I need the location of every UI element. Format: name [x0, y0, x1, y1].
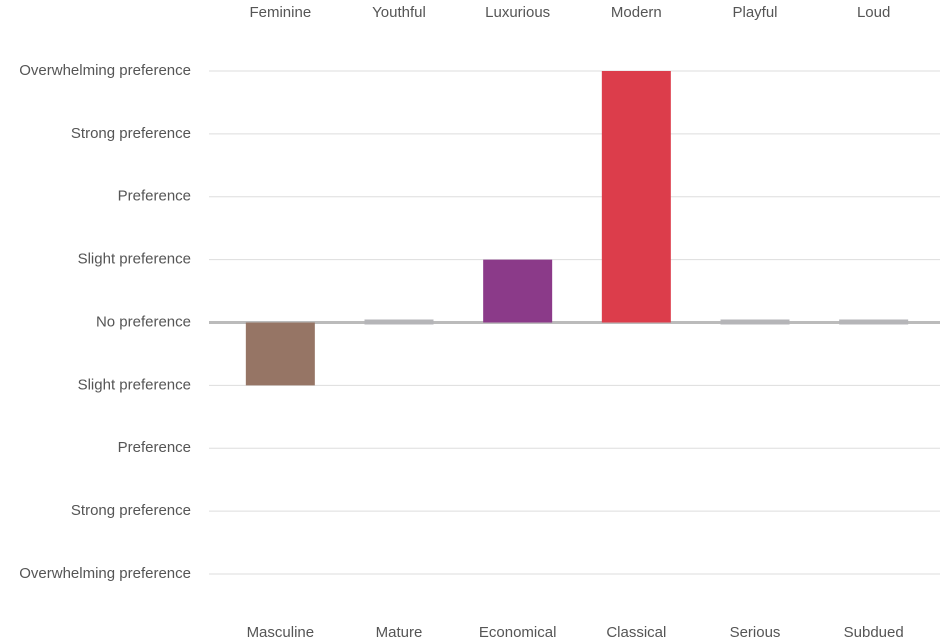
y-tick-label: No preference: [96, 313, 191, 330]
bottom-category-label: Economical: [479, 624, 557, 641]
top-category-label: Modern: [611, 4, 662, 21]
y-tick-label: Overwhelming preference: [19, 565, 191, 582]
bottom-category-label: Serious: [730, 624, 781, 641]
bar: [839, 319, 909, 325]
top-category-label: Youthful: [372, 4, 426, 21]
bottom-category-label: Subdued: [844, 624, 904, 641]
top-category-label: Luxurious: [485, 4, 550, 21]
bottom-category-label: Masculine: [247, 624, 315, 641]
bar: [483, 259, 553, 323]
y-tick-label: Strong preference: [71, 502, 191, 519]
top-category-label: Playful: [732, 4, 777, 21]
top-category-label: Feminine: [249, 4, 311, 21]
bar: [601, 71, 671, 323]
bottom-category-label: Mature: [376, 624, 423, 641]
bottom-category-label: Classical: [606, 624, 666, 641]
y-tick-label: Slight preference: [78, 376, 191, 393]
y-tick-label: Overwhelming preference: [19, 62, 191, 79]
bar: [720, 319, 790, 325]
y-tick-label: Preference: [118, 188, 191, 205]
bar: [364, 319, 434, 325]
top-category-label: Loud: [857, 4, 890, 21]
y-tick-label: Slight preference: [78, 251, 191, 268]
y-tick-label: Strong preference: [71, 125, 191, 142]
y-tick-label: Preference: [118, 439, 191, 456]
bar: [245, 322, 315, 386]
